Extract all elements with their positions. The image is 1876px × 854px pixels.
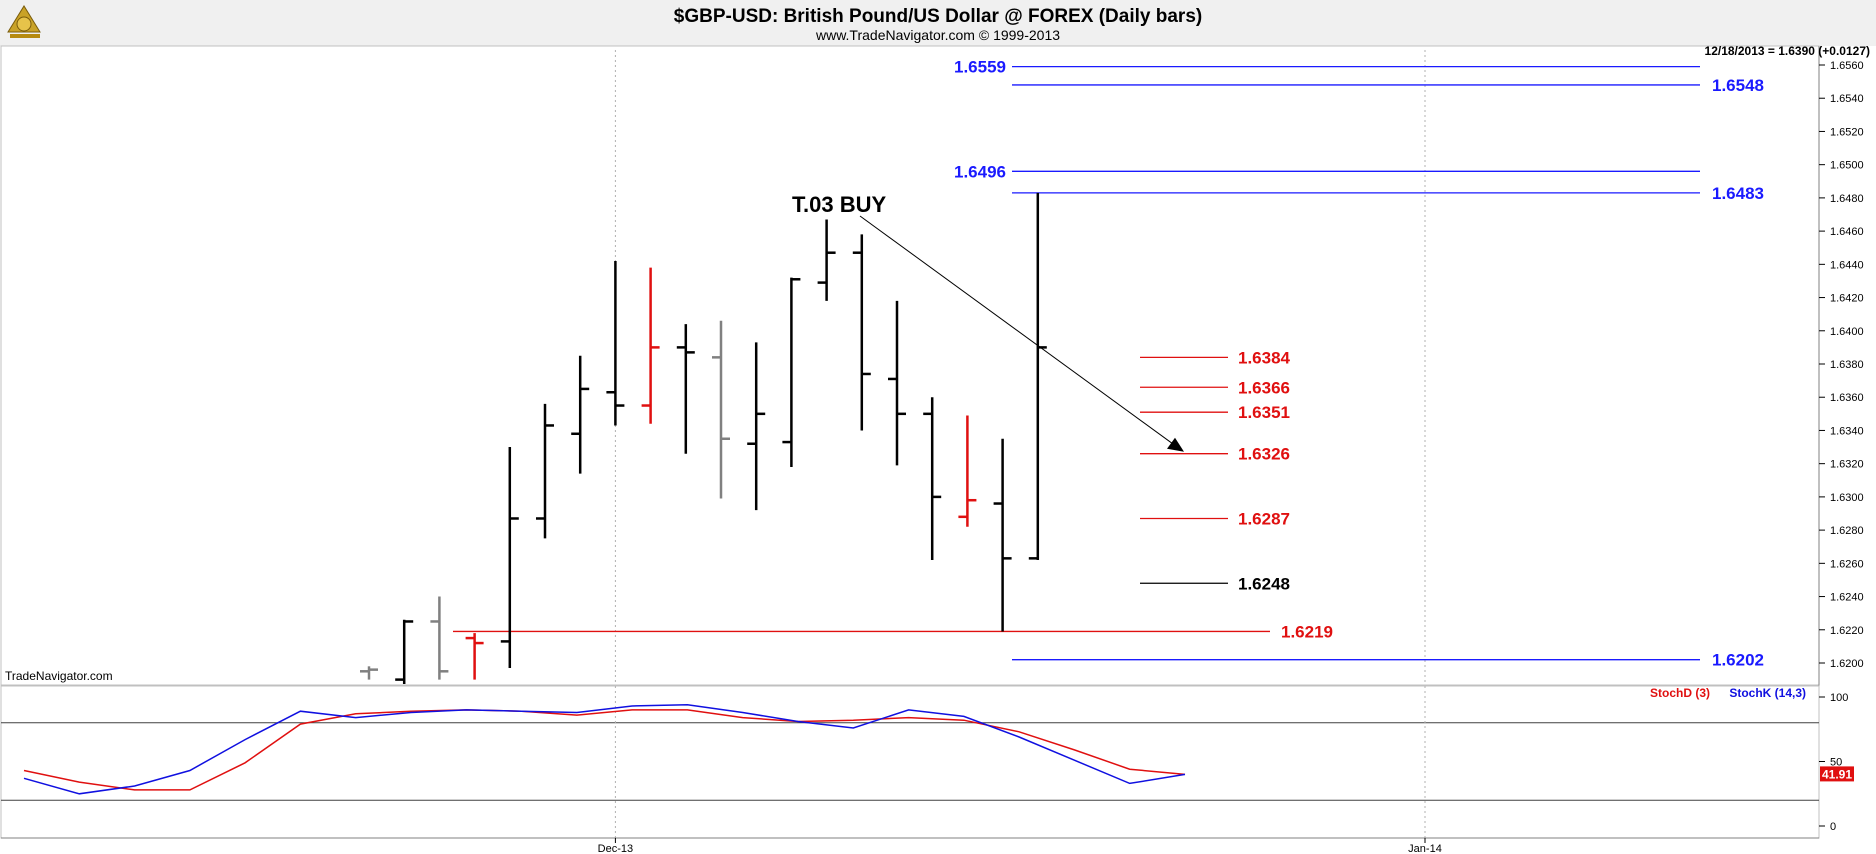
- ohlc-bar: [500, 447, 519, 668]
- price-tick-label: 1.6360: [1830, 392, 1864, 404]
- annotation-group: T.03 BUY: [792, 192, 1184, 452]
- main-panel-frame: [0, 45, 1820, 686]
- date-tick-label: Dec-13: [598, 843, 633, 854]
- level-label: 1.6483: [1712, 184, 1764, 203]
- ohlc-bar: [465, 633, 484, 680]
- stochd-legend: StochD (3): [1650, 686, 1710, 700]
- ohlc-bar: [888, 300, 906, 466]
- watermark: TradeNavigator.com: [5, 669, 113, 683]
- price-tick-label: 1.6460: [1830, 226, 1864, 238]
- level-label: 1.6548: [1712, 76, 1764, 95]
- ohlc-bar: [395, 619, 414, 684]
- price-tick-label: 1.6560: [1830, 60, 1864, 72]
- price-tick-label: 1.6420: [1830, 293, 1864, 305]
- ohlc-bar: [958, 415, 977, 527]
- price-tick-label: 1.6520: [1830, 126, 1864, 138]
- ohlc-bar: [817, 219, 836, 301]
- level-label: 1.6248: [1238, 574, 1290, 593]
- last-quote-readout: 12/18/2013 = 1.6390 (+0.0127): [1705, 44, 1870, 58]
- annotation-arrowhead-icon: [1167, 437, 1184, 452]
- header: $GBP-USD: British Pound/US Dollar @ FORE…: [0, 0, 1876, 46]
- level-label: 1.6384: [1238, 348, 1291, 367]
- ohlc-bar: [571, 355, 590, 474]
- ohlc-bar: [993, 438, 1012, 632]
- level-label: 1.6202: [1712, 651, 1764, 670]
- price-axis: 1.6200 1.6220 1.6240 1.6260 1.6280 1.6300 1.63…: [1818, 46, 1864, 838]
- level-label: 1.6366: [1238, 378, 1290, 397]
- level-label: 1.6496: [954, 162, 1006, 181]
- ohlc-bar: [747, 342, 766, 511]
- ohlc-bar: [782, 277, 801, 467]
- level-label: 1.6287: [1238, 509, 1290, 528]
- price-tick-label: 1.6240: [1830, 592, 1864, 604]
- stochastic-tick-label: 0: [1830, 821, 1836, 833]
- price-levels: 1.6559 1.6548 1.6496 1.6483 1.6384 1.6366 1.63…: [453, 58, 1764, 670]
- buy-annotation-label: T.03 BUY: [792, 192, 886, 217]
- stochastic-panel-frame: [0, 685, 1820, 839]
- price-tick-label: 1.6500: [1830, 160, 1864, 172]
- ohlc-bar: [676, 324, 695, 454]
- level-label: 1.6351: [1238, 403, 1290, 422]
- ohlc-bar: [641, 267, 660, 424]
- ohlc-bar: [923, 397, 942, 561]
- chart-title: $GBP-USD: British Pound/US Dollar @ FORE…: [674, 6, 1202, 27]
- price-tick-label: 1.6400: [1830, 326, 1864, 338]
- ohlc-bar: [712, 320, 730, 499]
- level-label: 1.6326: [1238, 445, 1290, 464]
- price-tick-label: 1.6280: [1830, 525, 1864, 537]
- stochastic-value-label: 41.91: [1822, 767, 1852, 781]
- price-tick-label: 1.6540: [1830, 93, 1864, 105]
- stochastic-value-badge: [1820, 766, 1854, 782]
- gridlines: [614, 50, 1426, 684]
- sextant-logo-icon: [7, 5, 41, 38]
- header-background: [0, 0, 1876, 46]
- price-tick-label: 1.6200: [1830, 658, 1864, 670]
- ohlc-bar: [606, 261, 625, 426]
- annotation-arrow-line: [859, 215, 1175, 446]
- ohlc-bar: [1028, 192, 1047, 561]
- level-label: 1.6559: [954, 58, 1006, 77]
- date-tick-label: Jan-14: [1408, 843, 1442, 854]
- date-axis: Dec-13 Jan-14: [1, 837, 1819, 854]
- price-tick-label: 1.6220: [1830, 625, 1864, 637]
- ohlc-bar: [430, 596, 449, 680]
- stochastic-tick-label: 100: [1830, 692, 1848, 704]
- price-tick-label: 1.6340: [1830, 425, 1864, 437]
- price-tick-label: 1.6440: [1830, 259, 1864, 271]
- ohlc-bar: [360, 666, 378, 680]
- ohlc-bar: [536, 403, 554, 539]
- chart-subtitle: www.TradeNavigator.com © 1999-2013: [815, 27, 1060, 43]
- stochastic-axis: 100 50 0: [1819, 692, 1848, 833]
- price-tick-label: 1.6480: [1830, 193, 1864, 205]
- price-tick-label: 1.6300: [1830, 492, 1864, 504]
- price-axis-area: [1819, 46, 1875, 853]
- stochk-legend: StochK (14,3): [1729, 686, 1806, 700]
- price-tick-label: 1.6380: [1830, 359, 1864, 371]
- price-tick-label: 1.6260: [1830, 558, 1864, 570]
- price-tick-label: 1.6320: [1830, 459, 1864, 471]
- level-label: 1.6219: [1281, 622, 1333, 641]
- stochk-series-line: [23, 703, 1186, 795]
- ohlc-bars: [360, 192, 1047, 684]
- stochastic-panel: StochD (3) StochK (14,3) 100 50 0 41.91: [0, 685, 1854, 839]
- ohlc-bar: [852, 234, 871, 431]
- stochastic-tick-label: 50: [1830, 757, 1842, 769]
